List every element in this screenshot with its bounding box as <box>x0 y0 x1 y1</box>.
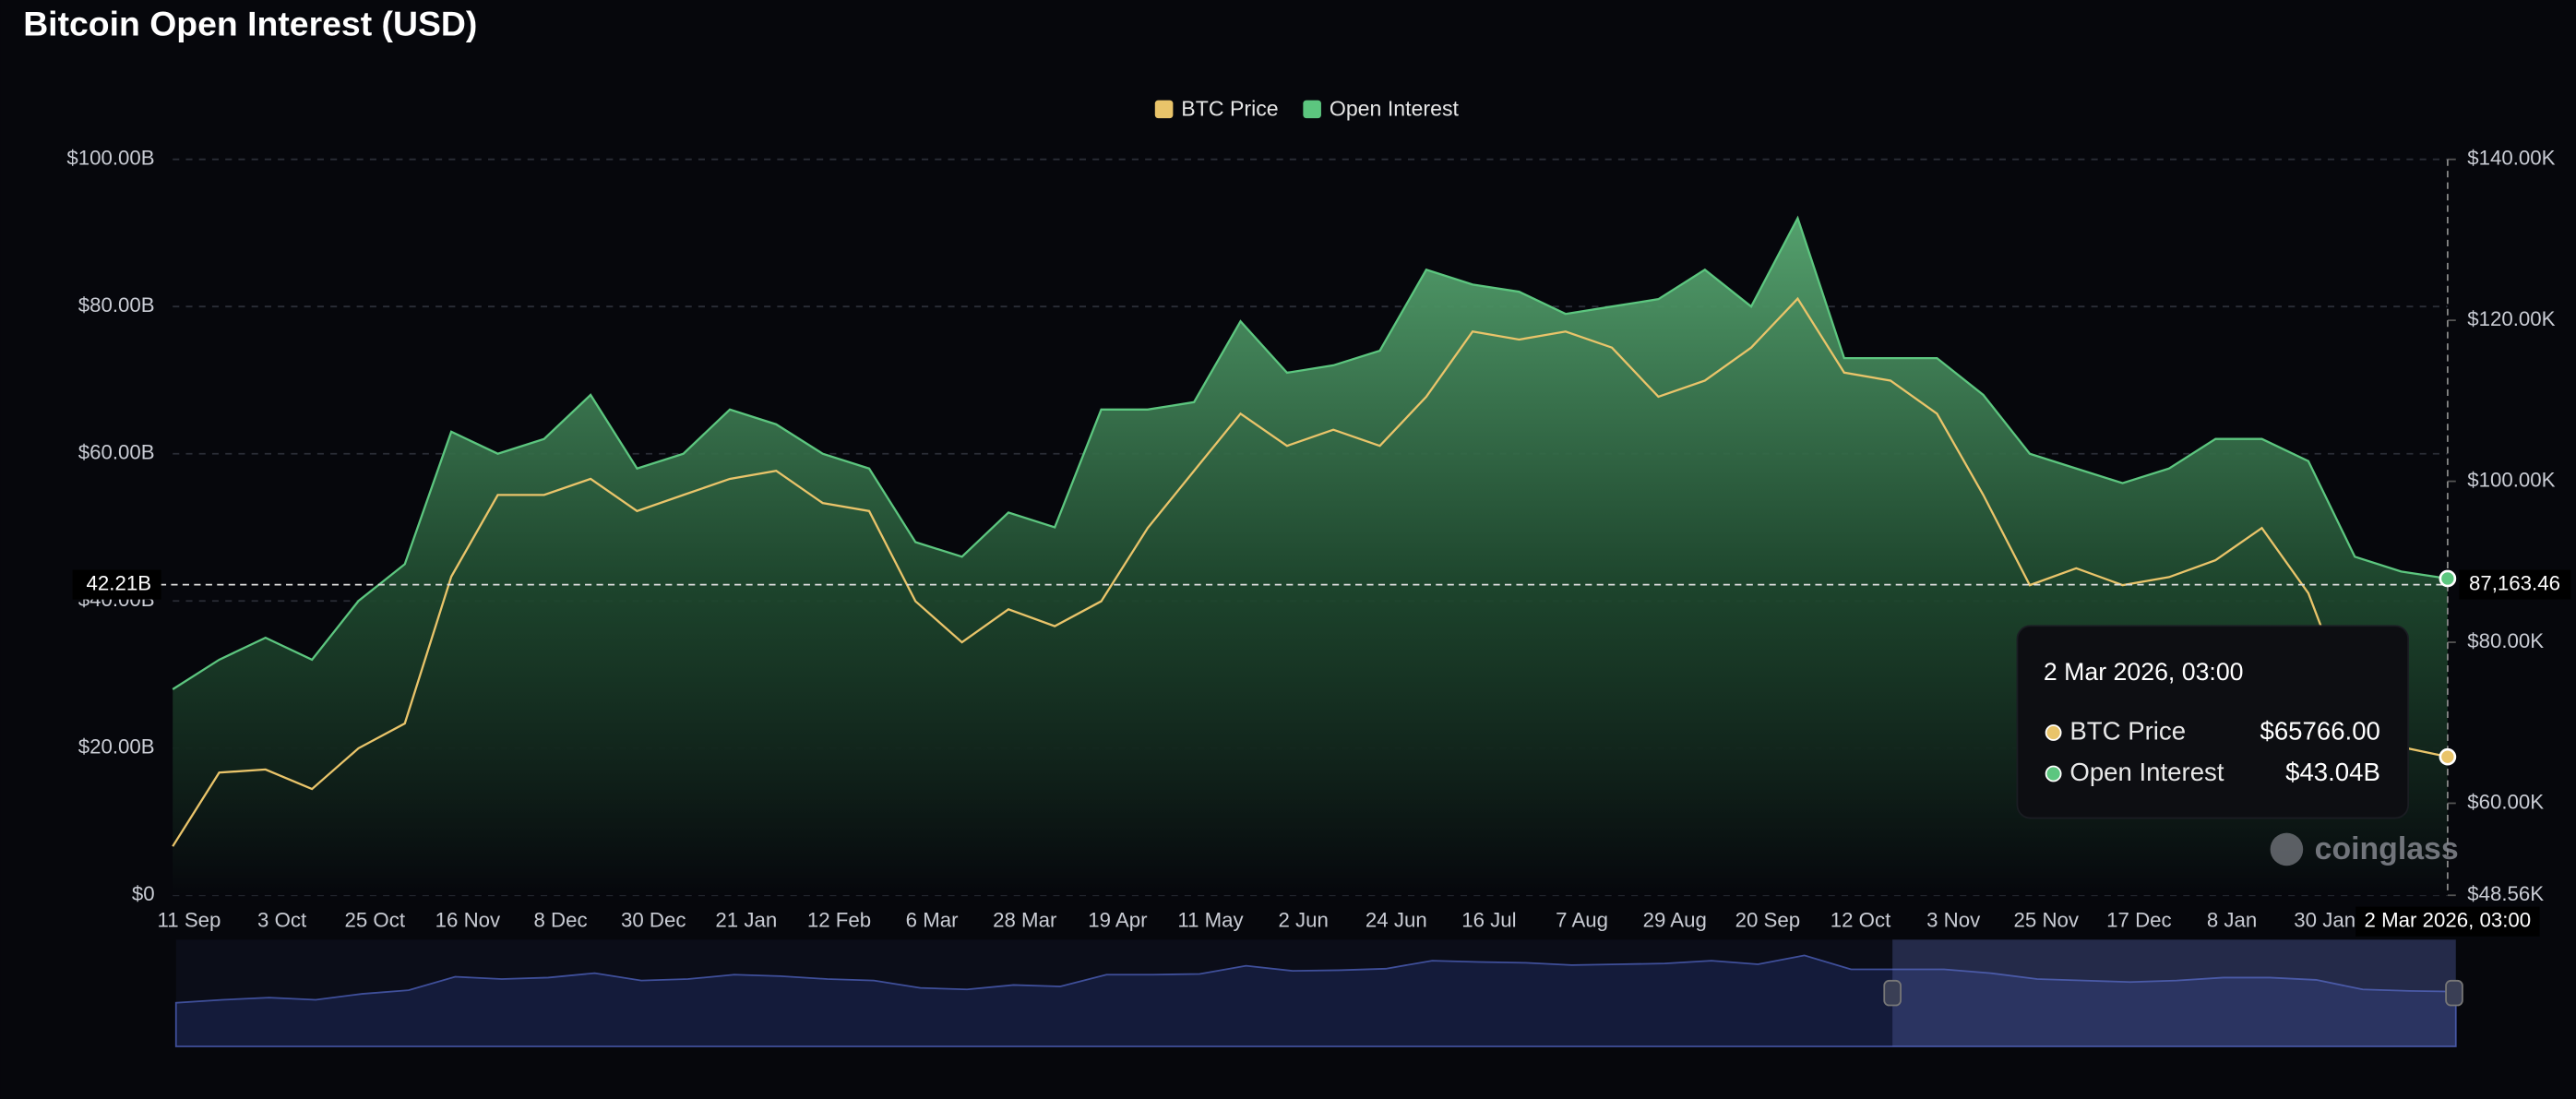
x-tick-label: 25 Nov <box>2014 909 2080 932</box>
tooltip-item-name: BTC Price <box>2069 716 2186 745</box>
x-tick-label: 21 Jan <box>715 909 777 932</box>
y2-tick-label: $140.00K <box>2467 147 2555 170</box>
crosshair-y2-label-bg <box>2459 569 2571 600</box>
watermark: coinglass <box>2315 831 2459 866</box>
legend-label: Open Interest <box>1330 96 1460 120</box>
navigator-selection <box>1892 939 2456 1047</box>
tooltip-item-name: Open Interest <box>2069 758 2224 786</box>
x-tick-label: 3 Nov <box>1926 909 1981 932</box>
tooltip <box>2016 625 2410 819</box>
crosshair-y2-label: 87,163.46 <box>2469 571 2560 594</box>
legend-swatch <box>1154 100 1174 119</box>
navigator-handle[interactable] <box>2445 979 2463 1007</box>
legend-label: BTC Price <box>1181 96 1278 120</box>
y2-tick-label: $48.56K <box>2467 882 2544 905</box>
x-tick-label: 2 Jun <box>1278 909 1328 932</box>
y-tick-label: $20.00B <box>78 735 155 759</box>
x-tick-label: 6 Mar <box>906 909 959 932</box>
hover-point <box>2439 747 2457 766</box>
y2-tick-label: $120.00K <box>2467 307 2555 330</box>
chart-title: Bitcoin Open Interest (USD) <box>23 4 477 42</box>
crosshair-y-label-bg <box>72 569 161 600</box>
crosshair-x-label-bg <box>2355 906 2540 937</box>
tooltip-item-value: $65766.00 <box>2260 716 2380 745</box>
y-tick-label: $80.00B <box>78 293 155 317</box>
x-tick-label: 7 Aug <box>1556 909 1608 932</box>
legend-swatch <box>1303 100 1321 119</box>
x-tick-label: 17 Dec <box>2106 909 2172 932</box>
x-tick-label: 11 May <box>1177 909 1244 932</box>
x-tick-label: 19 Apr <box>1088 909 1148 932</box>
hover-point <box>2439 569 2457 588</box>
y2-tick-label: $60.00K <box>2467 790 2544 813</box>
x-tick-label: 24 Jun <box>1366 909 1427 932</box>
y2-tick-label: $80.00K <box>2467 629 2544 652</box>
x-tick-label: 12 Feb <box>807 909 871 932</box>
y-tick-label: $60.00B <box>78 441 155 464</box>
oi-area <box>173 218 2448 896</box>
y2-tick-label: $100.00K <box>2467 468 2555 491</box>
x-tick-label: 3 Oct <box>257 909 307 932</box>
crosshair-y-label: 42.21B <box>87 571 152 594</box>
watermark-icon <box>2270 832 2304 866</box>
tooltip-swatch <box>2045 724 2062 741</box>
x-tick-label: 11 Sep <box>158 909 221 932</box>
x-tick-label: 30 Jan <box>2294 909 2355 932</box>
crosshair-x-label: 2 Mar 2026, 03:00 <box>2365 909 2532 932</box>
y-tick-label: $100.00B <box>66 147 154 170</box>
tooltip-swatch <box>2045 765 2062 782</box>
navigator-area <box>174 954 2457 1047</box>
x-tick-label: 20 Sep <box>1735 909 1801 932</box>
x-tick-label: 12 Oct <box>1831 909 1891 932</box>
x-tick-label: 29 Aug <box>1643 909 1707 932</box>
x-tick-label: 28 Mar <box>993 909 1057 932</box>
x-tick-label: 30 Dec <box>621 909 686 932</box>
navigator-handle[interactable] <box>1883 979 1902 1007</box>
x-tick-label: 16 Jul <box>1461 909 1516 932</box>
tooltip-title: 2 Mar 2026, 03:00 <box>2044 658 2244 686</box>
series-line <box>172 215 2449 690</box>
x-tick-label: 25 Oct <box>345 909 406 932</box>
x-tick-label: 16 Nov <box>435 909 501 932</box>
y-tick-label: $0 <box>132 882 155 905</box>
x-tick-label: 8 Dec <box>533 909 587 932</box>
series-line <box>172 296 2449 847</box>
tooltip-item-value: $43.04B <box>2285 758 2380 786</box>
x-tick-label: 8 Jan <box>2207 909 2257 932</box>
